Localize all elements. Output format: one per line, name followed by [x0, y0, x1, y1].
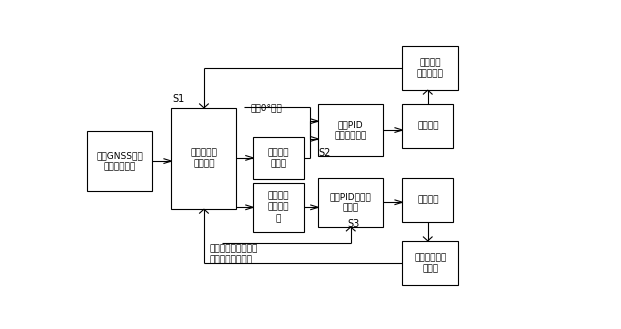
Text: 人机界面根据北斗确
定水田平均基准面: 人机界面根据北斗确 定水田平均基准面	[210, 245, 258, 265]
Text: 提升臂角位移
传感器: 提升臂角位移 传感器	[414, 253, 446, 273]
Bar	[402, 46, 458, 90]
Text: 直播机数据
处理模块: 直播机数据 处理模块	[191, 148, 217, 168]
Bar	[318, 178, 383, 227]
Bar	[402, 104, 453, 148]
Text: 北斗GNSS输出
天线位置坐标: 北斗GNSS输出 天线位置坐标	[96, 151, 143, 171]
Bar	[318, 104, 383, 156]
Bar	[402, 241, 458, 285]
Text: 直播机中
间位置高
度: 直播机中 间位置高 度	[268, 192, 289, 223]
Bar	[253, 183, 304, 232]
Text: 直播机倾
斜角度: 直播机倾 斜角度	[268, 148, 289, 168]
Text: 提升阀组: 提升阀组	[417, 195, 438, 204]
Text: S3: S3	[347, 219, 360, 229]
Text: 调平PID
控制算法模块: 调平PID 控制算法模块	[335, 120, 367, 140]
Bar	[87, 131, 152, 191]
Text: 调平油缸
位移传感器: 调平油缸 位移传感器	[417, 58, 443, 78]
Text: S2: S2	[318, 147, 330, 158]
Bar	[171, 108, 237, 209]
Text: 水平0°设定: 水平0°设定	[251, 103, 283, 112]
Bar	[253, 137, 304, 179]
Text: 仿形PID控制算
法模块: 仿形PID控制算 法模块	[330, 192, 371, 212]
Text: 调平阀组: 调平阀组	[417, 122, 438, 131]
Text: S1: S1	[172, 94, 184, 104]
Bar	[402, 178, 453, 222]
